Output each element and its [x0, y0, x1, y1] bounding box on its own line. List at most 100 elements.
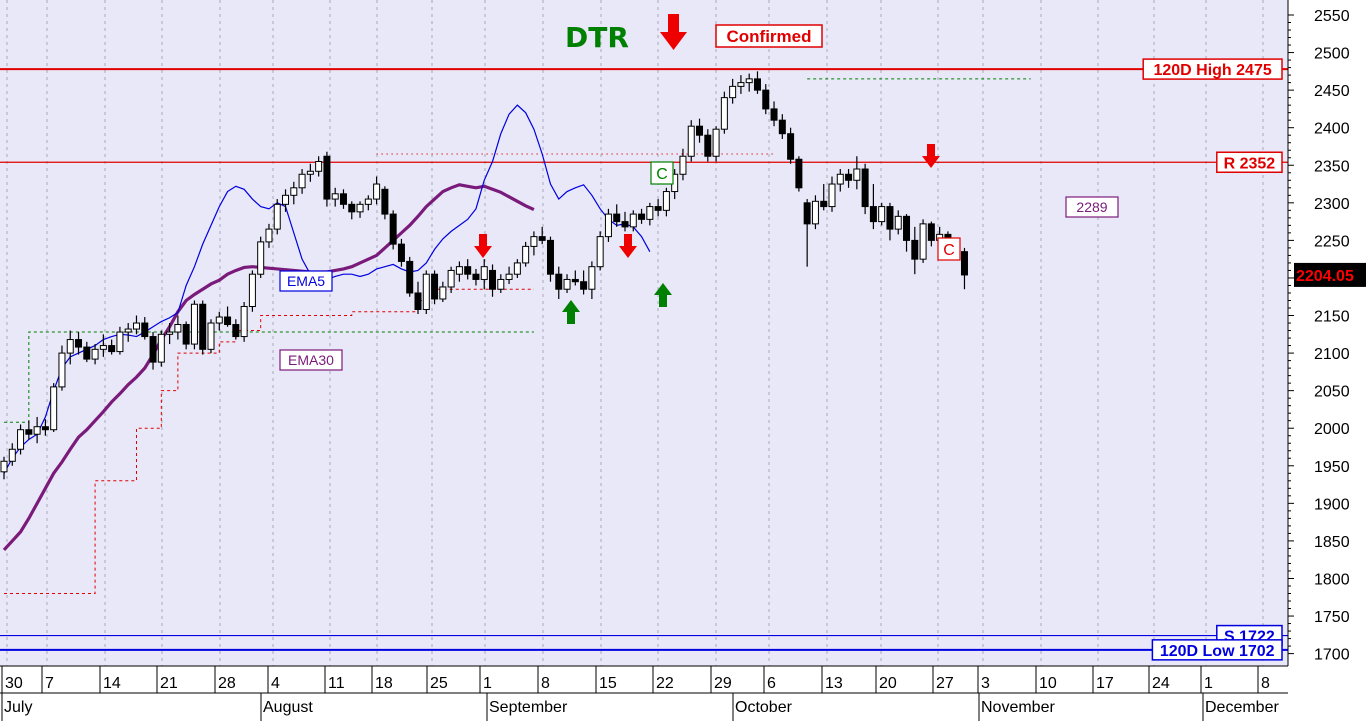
day-label: 3 [981, 675, 990, 692]
candle-up [240, 306, 248, 338]
candle-up [919, 223, 927, 260]
candle-down [845, 173, 853, 181]
candle-up [563, 278, 571, 290]
day-label: 11 [328, 675, 345, 692]
candle-down [232, 324, 240, 338]
annotation-box [279, 349, 343, 371]
candle-up [588, 266, 596, 290]
sell-arrow-icon [619, 234, 637, 258]
buy-arrow-icon [654, 283, 672, 307]
day-label: 4 [271, 675, 280, 692]
day-label: 15 [599, 675, 617, 692]
candle-up [273, 203, 281, 230]
candle-up [248, 273, 256, 308]
day-label: 10 [1039, 675, 1057, 692]
candle-up [116, 331, 124, 353]
candle-down [555, 273, 563, 290]
candle-down [753, 78, 761, 91]
candle-up [257, 241, 265, 275]
title-down-arrow-icon [660, 14, 687, 50]
candle-up [58, 352, 66, 388]
price-tick-label: 2000 [1314, 421, 1350, 438]
candle-up [720, 97, 728, 130]
annotation-label: 2289 [1076, 199, 1107, 215]
candle-up [530, 236, 538, 247]
candle-down [903, 215, 911, 241]
candle-down [580, 281, 588, 290]
day-label: 17 [1096, 675, 1114, 692]
candle-down [464, 266, 472, 275]
month-label: November [981, 699, 1055, 716]
candle-up [373, 183, 381, 200]
buy-arrow-icon [562, 300, 580, 324]
candle-up [894, 215, 902, 230]
annotations: EMA5 EMA30 2289 C C [279, 161, 1119, 371]
candle-up [522, 245, 530, 264]
upper-stop-line [4, 331, 534, 423]
candle-up [364, 198, 372, 205]
price-tick-label: 2100 [1314, 346, 1350, 363]
price-tick-label: 1800 [1314, 571, 1350, 588]
candle-down [538, 236, 546, 241]
candle-up [124, 328, 132, 333]
candle-up [207, 322, 215, 350]
price-tick-label: 2550 [1314, 8, 1350, 25]
candle-down [323, 155, 331, 200]
candle-down [182, 324, 190, 345]
annotation-box [937, 237, 961, 261]
day-label: 1 [1204, 675, 1213, 692]
price-tick-label: 1900 [1314, 496, 1350, 513]
sell-arrow-icon [922, 144, 940, 168]
candle-up [853, 168, 861, 181]
level-label: 120D High 2475 [1153, 62, 1271, 79]
candle-down [25, 429, 33, 435]
candle-up [331, 193, 339, 200]
plot-background [0, 0, 1288, 666]
candle-down [621, 221, 629, 228]
candle-down [820, 200, 828, 208]
candle-up [497, 278, 505, 290]
price-axis: 1700 1750 1800 1850 1900 1950 2000 2050 2100 2150… [1287, 0, 1366, 666]
candle-down [199, 303, 207, 350]
candle-up [662, 191, 670, 211]
month-label: July [4, 699, 32, 716]
confirmed-badge: Confirmed [727, 27, 812, 46]
annotation-label: EMA5 [287, 273, 325, 289]
candle-up [596, 236, 604, 268]
level-label-box [1151, 639, 1283, 661]
confirmed-badge-box [715, 24, 823, 48]
candle-down [960, 251, 968, 276]
sell-arrow-icon [474, 234, 492, 258]
candle-down [75, 339, 83, 348]
candle-down [613, 213, 621, 223]
month-label: August [263, 699, 313, 716]
candle-up [356, 203, 364, 213]
candle-down [149, 336, 157, 363]
price-tick-label: 2150 [1314, 309, 1350, 326]
candle-down [414, 292, 422, 311]
chart-title: DTR [565, 21, 629, 54]
price-tick-label: 1700 [1314, 647, 1350, 664]
candle-up [737, 82, 745, 87]
month-label: September [489, 699, 568, 716]
candle-up [132, 322, 140, 330]
current-price-label: 2204.05 [1296, 268, 1354, 285]
candle-up [629, 213, 637, 228]
candle-down [389, 213, 397, 245]
candle-up [811, 200, 819, 225]
candle-down [406, 260, 414, 294]
annotation-label: C [943, 242, 955, 259]
candle-up [265, 228, 273, 243]
candle-down [348, 203, 356, 213]
day-label: 27 [936, 675, 954, 692]
candle-down [795, 158, 803, 189]
grid-lines [6, 0, 1264, 666]
candle-up [8, 448, 16, 462]
day-label: 13 [825, 675, 843, 692]
candle-down [83, 346, 91, 360]
candle-down [224, 316, 232, 326]
candle-down [778, 119, 786, 135]
